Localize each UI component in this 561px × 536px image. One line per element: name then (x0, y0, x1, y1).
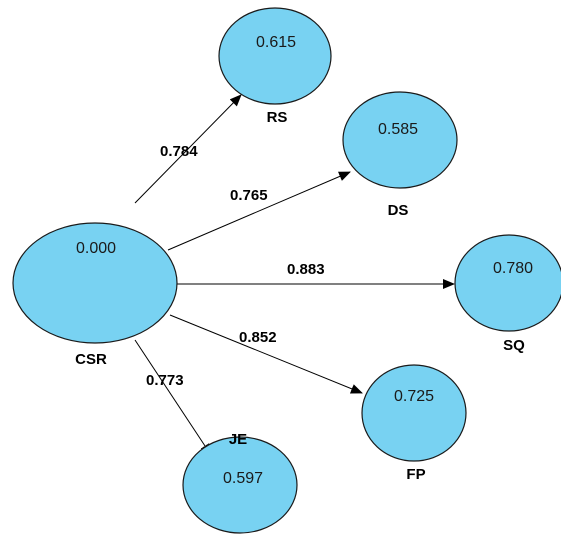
node-fp (361, 364, 467, 462)
node-rs (218, 7, 332, 105)
edge-label-csr-je: 0.773 (146, 372, 184, 389)
node-rs-label: RS (267, 109, 288, 126)
node-rs-value: 0.615 (256, 34, 296, 51)
node-je-value: 0.597 (223, 470, 263, 487)
node-csr (12, 222, 178, 344)
node-sq-label: SQ (503, 337, 525, 354)
edge-csr-rs (134, 94, 242, 204)
node-fp-value: 0.725 (394, 388, 434, 405)
node-sq (454, 234, 561, 332)
edge-label-csr-fp: 0.852 (239, 329, 277, 346)
node-csr-label: CSR (75, 351, 107, 368)
edge-csr-ds (167, 171, 351, 251)
edge-label-csr-sq: 0.883 (287, 261, 325, 278)
node-csr-value: 0.000 (76, 240, 116, 257)
node-fp-label: FP (406, 466, 425, 483)
node-ds-value: 0.585 (378, 121, 418, 138)
edge-csr-fp (169, 314, 363, 394)
node-je (182, 436, 298, 534)
node-ds (342, 91, 458, 189)
node-je-label: JE (229, 431, 247, 448)
edge-label-csr-rs: 0.784 (160, 143, 198, 160)
edge-label-csr-ds: 0.765 (230, 187, 268, 204)
node-ds-label: DS (388, 202, 409, 219)
edge-csr-je (134, 339, 212, 456)
node-sq-value: 0.780 (493, 260, 533, 277)
